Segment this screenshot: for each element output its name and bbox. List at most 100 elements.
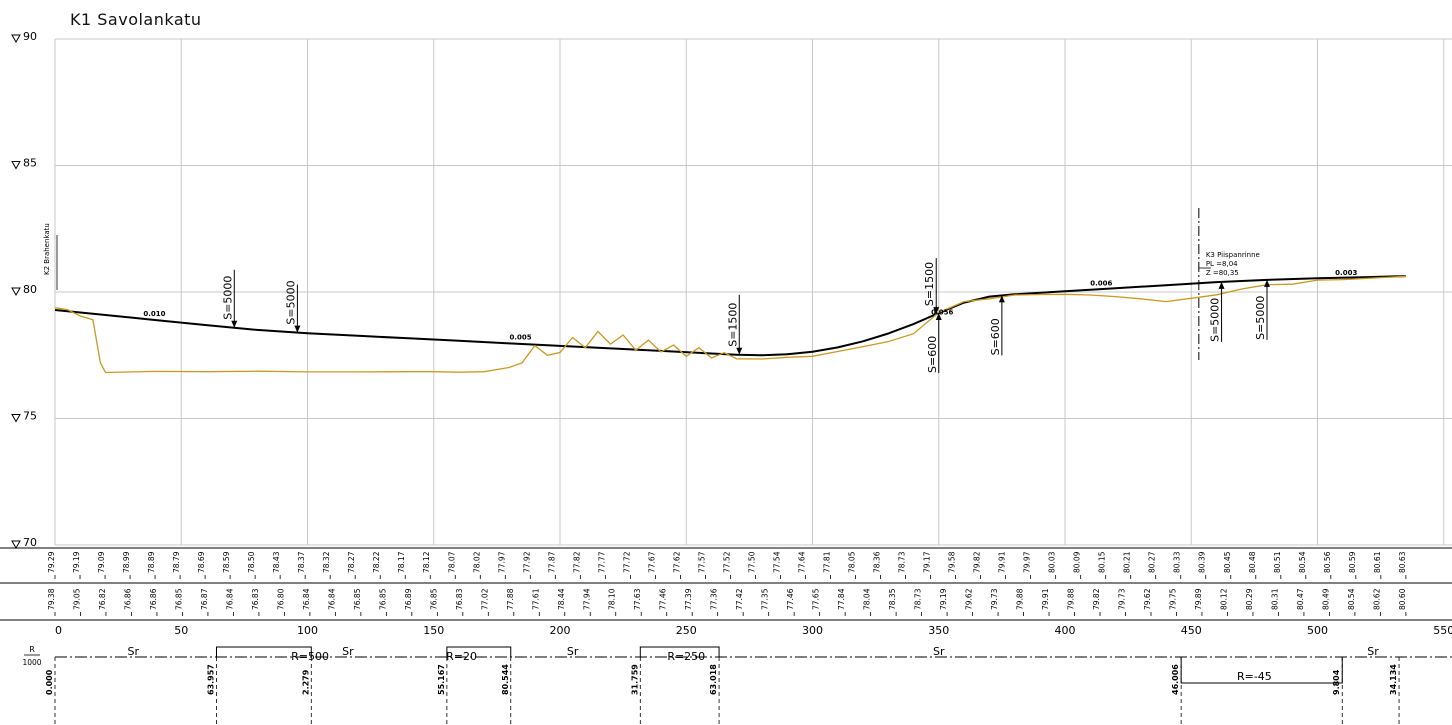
ground-elevation-value: 77.94 <box>582 588 591 610</box>
x-tick-label: 300 <box>802 624 823 637</box>
elevation-label: 80 <box>23 283 37 296</box>
vc-label: S=5000 <box>221 276 234 320</box>
design-elevation-value: 78.36 <box>873 551 882 573</box>
slope-label: 0.005 <box>510 333 532 341</box>
vc-arrow-icon <box>998 295 1005 303</box>
ground-elevation-value: 77.46 <box>786 588 795 610</box>
design-elevation-value: 79.58 <box>948 551 957 573</box>
x-tick-label: 350 <box>928 624 949 637</box>
curve-segment-label: R=-45 <box>1237 670 1272 683</box>
ground-elevation-value: 79.88 <box>1016 588 1025 610</box>
ground-elevation-value: 79.38 <box>47 588 56 610</box>
vc-label: S=5000 <box>1254 296 1267 340</box>
vc-arrow-icon <box>933 307 940 315</box>
design-elevation-value: 78.59 <box>222 551 231 573</box>
ground-elevation-value: 80.12 <box>1219 588 1228 610</box>
ground-elevation-value: 80.47 <box>1296 588 1305 610</box>
x-tick-label: 250 <box>676 624 697 637</box>
design-elevation-value: 77.77 <box>597 551 606 573</box>
design-elevation-value: 80.61 <box>1373 551 1382 573</box>
curve-segment-label: Sr <box>128 645 140 658</box>
curve-box <box>215 646 312 657</box>
design-elevation-value: 78.69 <box>197 551 206 573</box>
profile-title: K1 Savolankatu <box>70 10 202 29</box>
design-elevation-value: 80.54 <box>1298 551 1307 573</box>
design-elevation-value: 79.97 <box>1023 551 1032 573</box>
curve-segment-label: R=250 <box>667 650 705 663</box>
design-elevation-value: 77.57 <box>697 551 706 573</box>
ground-elevation-value: 76.83 <box>455 588 464 610</box>
design-elevation-value: 78.89 <box>147 551 156 573</box>
design-elevation-value: 78.50 <box>247 551 256 573</box>
level-triangle-icon <box>11 414 21 423</box>
design-elevation-value: 80.09 <box>1073 551 1082 573</box>
design-elevation-value: 80.51 <box>1273 551 1282 573</box>
slope-label: 0.010 <box>143 310 165 318</box>
design-elevation-value: 77.64 <box>797 551 806 573</box>
ground-elevation-value: 79.82 <box>1092 588 1101 610</box>
curve-segment-label: R=500 <box>291 650 329 663</box>
design-elevation-value: 77.62 <box>672 551 681 573</box>
design-line <box>54 275 1406 357</box>
k3-z: Z =80,35 <box>1206 269 1239 277</box>
x-tick-label: 50 <box>174 624 188 637</box>
curve-value: 31.759 <box>630 664 639 695</box>
ground-elevation-value: 79.62 <box>1143 588 1152 610</box>
slope-label: 0.006 <box>1090 280 1112 288</box>
ground-elevation-value: 80.29 <box>1245 588 1254 610</box>
ground-elevation-value: 79.19 <box>939 588 948 610</box>
curve-segment-label: Sr <box>933 645 945 658</box>
ground-elevation-value: 79.73 <box>990 588 999 610</box>
design-elevation-value: 79.09 <box>97 551 106 573</box>
ground-elevation-value: 80.60 <box>1398 588 1407 610</box>
design-elevation-value: 78.32 <box>322 551 331 573</box>
level-triangle-icon <box>11 161 21 170</box>
design-elevation-value: 77.67 <box>647 551 656 573</box>
x-axis: 0 50 100 150 200 250 300 350 400 450 500 550 <box>55 624 1452 637</box>
ground-elevation-value: 79.75 <box>1168 588 1177 610</box>
design-elevation-value: 77.82 <box>572 551 581 573</box>
k3-label: K3 Piispanrinne <box>1206 251 1260 259</box>
elevation-label: 85 <box>23 157 37 170</box>
design-elevation-value: 80.48 <box>1248 551 1257 573</box>
design-elevation-value: 78.79 <box>172 551 181 573</box>
elevation-axis: 90 85 80 75 70 <box>11 30 37 550</box>
design-elevation-value: 80.21 <box>1123 551 1132 573</box>
design-elevation-value: 78.07 <box>447 551 456 573</box>
design-elevation-value: 80.59 <box>1348 551 1357 573</box>
design-elevation-value: 80.63 <box>1398 551 1407 573</box>
design-elevation-value: 77.52 <box>722 551 731 573</box>
curve-value: 63.018 <box>709 664 718 695</box>
curve-segment-label: Sr <box>567 645 579 658</box>
design-elevation-value: 78.02 <box>472 551 481 573</box>
design-elevation-value: 78.12 <box>422 551 431 573</box>
ground-elevation-value: 77.63 <box>633 588 642 610</box>
design-elevation-value: 80.33 <box>1173 551 1182 573</box>
grid <box>54 38 1452 546</box>
ground-elevation-value: 76.89 <box>404 588 413 610</box>
k3-pl: PL =8,04 <box>1206 260 1238 268</box>
ground-elevation-value: 79.89 <box>1194 588 1203 610</box>
level-triangle-icon <box>11 287 21 297</box>
ground-elevation-value: 76.80 <box>276 588 285 610</box>
ground-elevation-value: 78.10 <box>608 588 617 610</box>
design-elevation-value: 78.17 <box>397 551 406 573</box>
ground-elevation-value: 79.73 <box>1118 588 1127 610</box>
x-tick-label: 150 <box>423 624 444 637</box>
ground-elevation-value: 77.35 <box>761 588 770 610</box>
ground-elevation-value: 77.42 <box>735 588 744 610</box>
ground-elevation-value: 76.85 <box>429 588 438 610</box>
design-elevation-value: 77.72 <box>622 551 631 573</box>
ground-elevation-value: 76.86 <box>149 588 158 610</box>
ground-elevation-value: 76.82 <box>98 588 107 610</box>
curve-value: 34.134 <box>1389 664 1398 695</box>
design-elevation-value: 80.45 <box>1223 551 1232 573</box>
ground-elevation-value: 77.84 <box>837 588 846 610</box>
vc-arrow-icon <box>1218 281 1225 289</box>
ground-elevation-value: 76.87 <box>200 588 209 610</box>
ground-elevation-value: 77.39 <box>684 588 693 610</box>
ground-elevation-value: 78.44 <box>557 588 566 610</box>
ground-elevation-value: 76.83 <box>251 588 260 610</box>
vc-label: S=600 <box>989 318 1002 355</box>
